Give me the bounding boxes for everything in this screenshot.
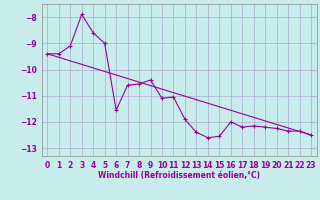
X-axis label: Windchill (Refroidissement éolien,°C): Windchill (Refroidissement éolien,°C) <box>98 171 260 180</box>
